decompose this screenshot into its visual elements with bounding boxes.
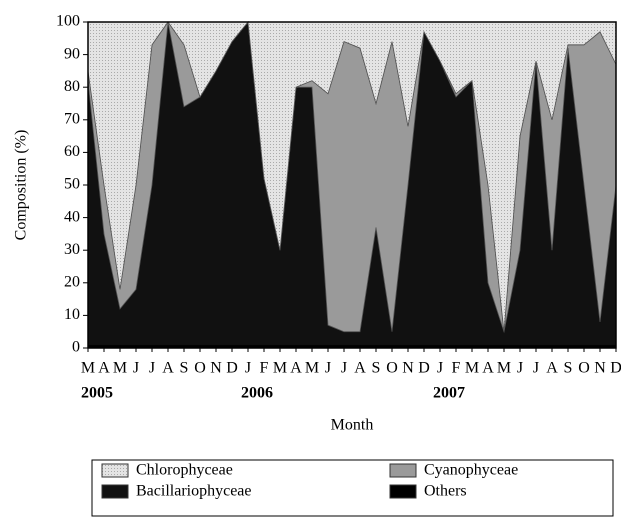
x-tick-label: A [98,360,110,377]
x-tick-label: A [482,360,494,377]
y-tick-label: 80 [64,78,80,95]
x-tick-label: M [273,360,287,377]
x-tick-label: J [149,360,155,377]
x-tick-label: A [162,360,174,377]
x-tick-label: M [465,360,479,377]
x-tick-label: S [180,360,189,377]
x-tick-label: N [210,360,222,377]
x-tick-label: A [546,360,558,377]
legend-swatch [389,484,417,499]
x-tick-label: M [497,360,511,377]
year-label: 2005 [81,385,113,402]
x-tick-label: O [578,360,590,377]
x-tick-label: O [386,360,398,377]
legend-label: Cyanophyceae [424,462,518,479]
x-tick-label: S [372,360,381,377]
legend-swatch [101,463,129,478]
legend [91,459,614,517]
year-label: 2006 [241,385,273,402]
y-tick-label: 60 [64,143,80,160]
y-tick-label: 20 [64,273,80,290]
x-tick-label: N [594,360,606,377]
y-tick-label: 30 [64,241,80,258]
x-tick-label: F [452,360,461,377]
x-tick-label: J [325,360,331,377]
x-tick-label: J [517,360,523,377]
legend-swatch [101,484,129,499]
x-tick-label: A [354,360,366,377]
year-label: 2007 [433,385,465,402]
x-tick-label: M [113,360,127,377]
x-tick-label: M [81,360,95,377]
x-tick-label: J [437,360,443,377]
x-tick-label: J [533,360,539,377]
y-tick-label: 0 [72,339,80,356]
x-tick-label: N [402,360,414,377]
x-tick-label: O [194,360,206,377]
y-tick-label: 50 [64,176,80,193]
x-tick-label: F [260,360,269,377]
y-axis-label: Composition (%) [13,130,30,241]
x-tick-label: D [226,360,238,377]
y-tick-label: 90 [64,45,80,62]
y-tick-label: 40 [64,208,80,225]
legend-label: Others [424,483,467,500]
x-tick-label: M [305,360,319,377]
legend-label: Bacillariophyceae [136,483,252,500]
x-tick-label: S [564,360,573,377]
x-tick-label: D [418,360,430,377]
y-tick-label: 100 [56,13,80,30]
x-tick-label: D [610,360,621,377]
x-tick-label: J [341,360,347,377]
y-tick-label: 70 [64,110,80,127]
x-axis-label: Month [331,417,374,434]
x-tick-label: J [245,360,251,377]
legend-swatch [389,463,417,478]
x-tick-label: A [290,360,302,377]
y-tick-label: 10 [64,306,80,323]
legend-label: Chlorophyceae [136,462,233,479]
x-tick-label: J [133,360,139,377]
